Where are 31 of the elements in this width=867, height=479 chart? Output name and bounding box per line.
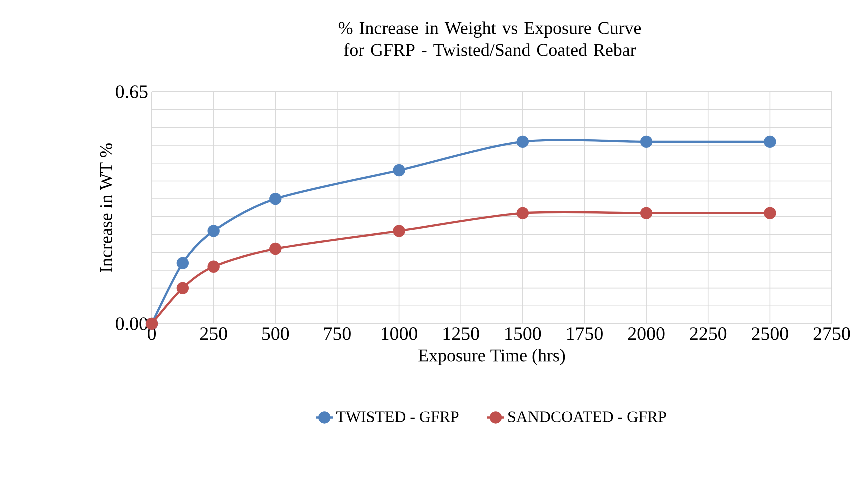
x-tick-label: 2000: [628, 328, 665, 340]
point: [176, 257, 190, 270]
point: [176, 282, 190, 294]
point: [393, 164, 406, 177]
point: [516, 136, 530, 148]
x-tick-label: 2500: [752, 328, 788, 340]
x-tick-label: 500: [262, 328, 290, 340]
point: [640, 207, 653, 220]
x-tick-label: 250: [200, 328, 228, 340]
point: [393, 225, 406, 238]
x-tick-label: 2750: [814, 328, 850, 340]
x-tick-label: 1500: [506, 328, 542, 340]
x-tick-label: 750: [324, 328, 351, 340]
chart-title: % Increase in Weight vs Exposure Curve for GFRP - Twisted/Sand Coated Rebar: [338, 22, 642, 56]
y-axis-title: Increase in WT %: [100, 144, 113, 272]
point: [208, 225, 220, 238]
point: [270, 242, 282, 256]
x-tick-label: 1750: [567, 328, 603, 340]
y-tick-label: 0.65: [116, 86, 148, 98]
x-tick-label: 1250: [444, 328, 480, 340]
x-axis-title: Exposure Time (hrs): [418, 349, 566, 366]
point: [764, 136, 776, 148]
point: [270, 192, 282, 206]
point: [208, 260, 220, 273]
legend-label: TWISTED - GFRP: [336, 412, 459, 422]
point: [516, 207, 530, 220]
point: [640, 136, 653, 148]
x-tick-label: 1000: [382, 328, 418, 340]
point: [764, 207, 776, 220]
x-tick-label: 2250: [690, 328, 727, 340]
legend-label: SANDCOATED - GFRP: [508, 412, 666, 422]
